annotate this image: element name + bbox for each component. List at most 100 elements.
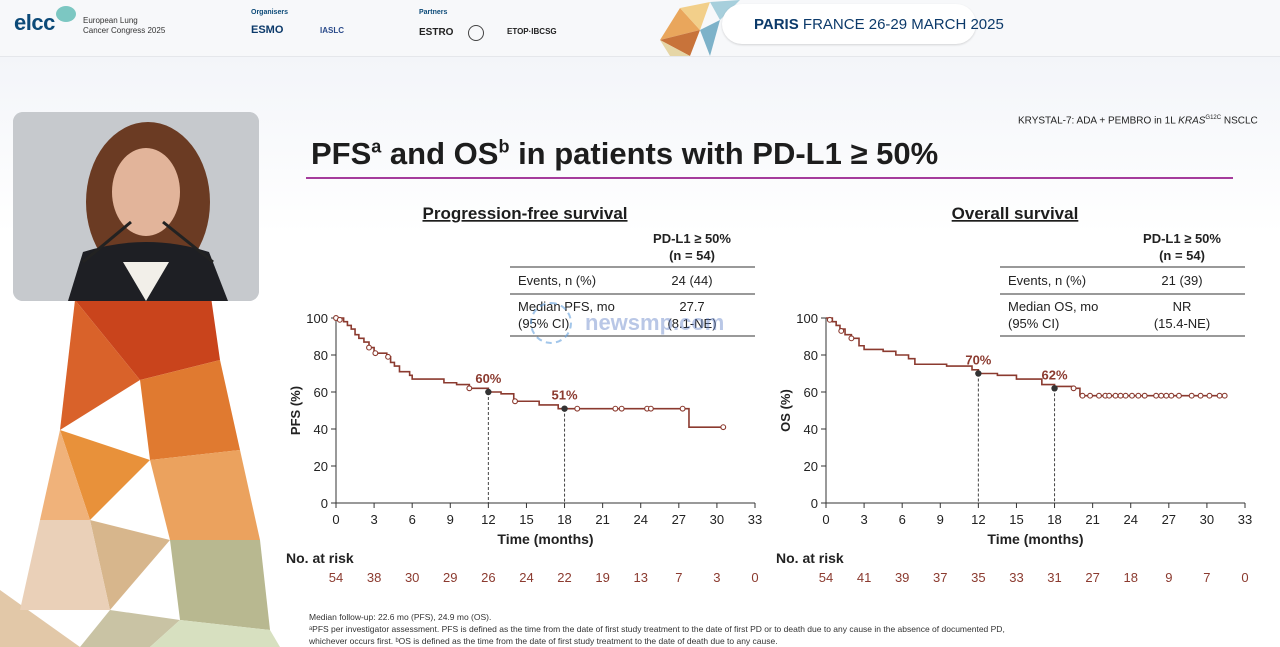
organisers-label: Organisers xyxy=(251,9,288,16)
pfs-x-axis-label: Time (months) xyxy=(497,531,593,547)
estro-logo: ESTRO xyxy=(419,27,454,38)
os-censor-mark xyxy=(1158,392,1165,399)
event-dates: PARIS FRANCE 26-29 MARCH 2025 xyxy=(754,16,1004,33)
os-censor-mark xyxy=(1079,392,1086,399)
partners-label: Partners xyxy=(419,9,448,16)
os-x-tick-label: 21 xyxy=(1085,512,1099,527)
elcc-logo-icon xyxy=(56,6,76,22)
pfs-chart: Progression-free survival PD-L1 ≥ 50% (n =… xyxy=(286,204,762,585)
congress-name-line2: Cancer Congress 2025 xyxy=(83,26,166,35)
os-censor-mark xyxy=(1129,392,1135,399)
os-at-risk-value: 27 xyxy=(1085,570,1099,585)
pfs-x-tick-label: 33 xyxy=(748,512,762,527)
os-censor-mark xyxy=(838,328,845,334)
os-y-tick-label: 0 xyxy=(811,496,818,511)
os-censor-mark xyxy=(1176,392,1182,399)
title-sup-a: a xyxy=(371,136,382,157)
pfs-milestone-point xyxy=(561,405,568,412)
pfs-x-tick-label: 30 xyxy=(710,512,724,527)
title-rest: in patients with PD-L1 ≥ 50% xyxy=(509,136,939,171)
pfs-table-header-2: (n = 54) xyxy=(669,248,715,263)
pfs-censor-mark xyxy=(612,405,619,412)
pfs-y-tick-label: 60 xyxy=(314,385,328,400)
os-at-risk-value: 7 xyxy=(1203,570,1210,585)
pfs-y-tick-label: 40 xyxy=(314,422,328,437)
pfs-milestone-label: 51% xyxy=(552,388,578,403)
os-table-row-label: Events, n (%) xyxy=(1008,273,1086,288)
os-at-risk-value: 37 xyxy=(933,570,947,585)
pfs-x-tick-label: 27 xyxy=(672,512,686,527)
pfs-y-tick-label: 20 xyxy=(314,459,328,474)
pfs-x-tick-label: 3 xyxy=(370,512,377,527)
pfs-censor-mark xyxy=(720,424,727,431)
os-at-risk-label: No. at risk xyxy=(776,550,844,566)
os-milestone-point xyxy=(975,370,982,377)
pfs-at-risk-label: No. at risk xyxy=(286,550,354,566)
os-censor-mark xyxy=(1188,392,1195,399)
os-x-tick-label: 27 xyxy=(1162,512,1176,527)
esmo-logo: ESMO xyxy=(251,24,284,36)
os-censor-mark xyxy=(1096,392,1102,399)
title-underline xyxy=(306,177,1233,179)
os-censor-mark xyxy=(1216,392,1223,399)
pfs-x-tick-label: 15 xyxy=(519,512,533,527)
pfs-y-tick-label: 0 xyxy=(321,496,328,511)
os-x-tick-label: 30 xyxy=(1200,512,1214,527)
pfs-censor-mark xyxy=(366,344,372,351)
pfs-at-risk-value: 26 xyxy=(481,570,495,585)
footnote-followup: Median follow-up: 22.6 mo (PFS), 24.9 mo… xyxy=(309,612,492,622)
pfs-at-risk-value: 7 xyxy=(675,570,682,585)
os-y-axis-label: OS (%) xyxy=(778,389,793,432)
os-censor-mark xyxy=(848,335,855,342)
etop-logo: ETOP·IBCSG xyxy=(507,27,557,36)
pfs-at-risk-value: 54 xyxy=(329,570,343,585)
os-x-tick-label: 18 xyxy=(1047,512,1061,527)
pfs-at-risk-value: 38 xyxy=(367,570,381,585)
pfs-x-tick-label: 9 xyxy=(447,512,454,527)
os-at-risk-value: 54 xyxy=(819,570,833,585)
os-table-header-2: (n = 54) xyxy=(1159,248,1205,263)
kras-text: KRAS xyxy=(1178,115,1206,127)
pfs-censor-mark xyxy=(574,405,581,412)
pfs-table-row-value2: (8.1-NE) xyxy=(667,316,716,331)
pfs-y-tick-label: 80 xyxy=(314,348,328,363)
footnote-pfs-definition: ᵃPFS per investigator assessment. PFS is… xyxy=(309,624,1005,634)
partner-emblem-icon xyxy=(468,25,484,41)
watermark-logo-icon xyxy=(530,302,572,344)
pfs-at-risk-value: 13 xyxy=(633,570,647,585)
os-x-tick-label: 12 xyxy=(971,512,985,527)
congress-banner: elcc European Lung Cancer Congress 2025 … xyxy=(0,0,1280,57)
pfs-milestone-label: 60% xyxy=(475,371,501,386)
os-censor-mark xyxy=(826,316,833,323)
slide-title: PFSa and OSb in patients with PD-L1 ≥ 50… xyxy=(311,136,938,172)
pfs-x-tick-label: 24 xyxy=(633,512,647,527)
decorative-pattern xyxy=(0,290,280,647)
os-x-tick-label: 9 xyxy=(937,512,944,527)
trial-header: KRYSTAL-7: ADA + PEMBRO in 1L KRASG12C N… xyxy=(1018,115,1258,126)
os-x-axis-label: Time (months) xyxy=(987,531,1083,547)
pfs-x-tick-label: 21 xyxy=(595,512,609,527)
os-at-risk-value: 39 xyxy=(895,570,909,585)
os-y-tick-label: 40 xyxy=(804,422,818,437)
trial-header-prefix: KRYSTAL-7: ADA + PEMBRO in 1L xyxy=(1018,115,1179,127)
os-y-tick-label: 60 xyxy=(804,385,818,400)
os-censor-mark xyxy=(1153,392,1160,399)
os-censor-mark xyxy=(1112,392,1119,399)
os-table-row-value2: (15.4-NE) xyxy=(1154,316,1210,331)
os-y-tick-label: 100 xyxy=(796,311,818,326)
os-censor-mark xyxy=(1087,392,1094,399)
pfs-censor-mark xyxy=(679,405,686,412)
watermark: newsmp.com xyxy=(585,310,725,335)
os-censor-mark xyxy=(1163,392,1170,399)
os-x-tick-label: 6 xyxy=(899,512,906,527)
os-y-tick-label: 80 xyxy=(804,348,818,363)
pfs-table-header-1: PD-L1 ≥ 50% xyxy=(653,231,731,246)
pfs-y-axis-label: PFS (%) xyxy=(288,386,303,435)
os-censor-mark xyxy=(1197,392,1204,399)
pfs-at-risk-value: 29 xyxy=(443,570,457,585)
congress-name-line1: European Lung xyxy=(83,16,138,25)
pfs-table-row-value: 27.7 xyxy=(679,299,704,314)
os-at-risk-value: 31 xyxy=(1047,570,1061,585)
os-at-risk-value: 35 xyxy=(971,570,985,585)
pfs-table-row-value: 24 (44) xyxy=(671,273,712,288)
